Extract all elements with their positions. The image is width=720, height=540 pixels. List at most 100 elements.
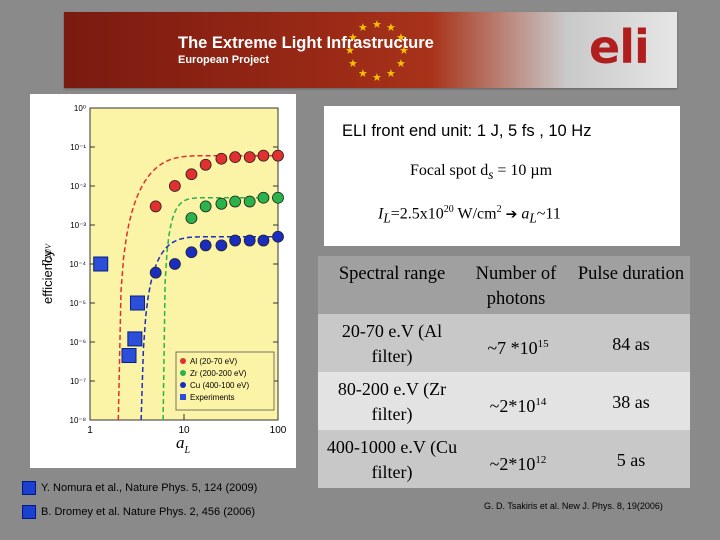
banner-subtitle: European Project <box>178 54 270 66</box>
focal-spot-label: Focal spot d <box>410 162 489 179</box>
data-point-series-1 <box>199 200 212 213</box>
data-point-series-1 <box>243 195 256 208</box>
table-row-2-duration: 38 as <box>612 392 650 412</box>
experiment-point <box>121 348 137 364</box>
data-point-series-0 <box>199 158 212 171</box>
y-tick-label: 10⁻⁸ <box>70 416 87 425</box>
data-point-series-0 <box>215 152 228 165</box>
legend-label: Al (20-70 eV) <box>190 357 237 366</box>
data-point-series-1 <box>229 195 242 208</box>
data-point-series-2 <box>257 234 270 247</box>
data-point-series-2 <box>149 266 162 279</box>
fit-curve-0 <box>117 154 278 421</box>
reference-nomura: Y. Nomura et al., Nature Phys. 5, 124 (2… <box>22 481 257 495</box>
intensity-exp: 20 <box>443 204 454 215</box>
y-tick-label: 10⁻¹ <box>70 143 86 152</box>
intensity-unit-exp: 2 <box>496 204 502 215</box>
table-header-duration: Pulse duration <box>577 264 685 284</box>
svg-text:★: ★ <box>396 31 406 44</box>
table-header-bg <box>318 256 690 314</box>
data-point-series-1 <box>272 191 284 204</box>
data-point-series-0 <box>229 151 242 164</box>
y-tick-label: 10⁻² <box>70 182 86 191</box>
banner-title-part3: Infrastructure <box>321 34 434 52</box>
intensity-sub: L <box>383 210 391 226</box>
svg-text:★: ★ <box>372 18 382 31</box>
data-point-series-0 <box>243 151 256 164</box>
intensity-text: IL=2.5x1020 W/cm2 ➔ aL~11 <box>378 204 561 227</box>
svg-text:★: ★ <box>348 57 358 70</box>
pulse-table: Spectral range Number of photons Pulse d… <box>318 256 690 488</box>
focal-spot-value: = 10 µm <box>493 162 553 179</box>
svg-text:★: ★ <box>358 67 368 80</box>
reference-tsakiris: G. D. Tsakiris et al. New J. Phys. 8, 19… <box>484 501 663 511</box>
x-tick-label: 10 <box>178 425 190 436</box>
blue-square-icon <box>22 481 36 495</box>
focal-spot-text: Focal spot ds = 10 µm <box>410 162 552 183</box>
y-tick-label: 10⁻⁵ <box>70 299 86 308</box>
table-row-bg-2 <box>318 372 690 430</box>
experiment-point <box>129 295 145 311</box>
reference-nomura-text: Y. Nomura et al., Nature Phys. 5, 124 (2… <box>41 482 258 494</box>
legend-box <box>175 351 275 411</box>
svg-text:★: ★ <box>399 44 409 57</box>
table-header-range: Spectral range <box>338 264 446 284</box>
data-point-series-1 <box>257 191 270 204</box>
data-point-series-1 <box>185 212 198 225</box>
svg-text:★: ★ <box>358 21 368 34</box>
legend-marker <box>180 394 186 400</box>
blue-square-icon <box>22 505 36 519</box>
focal-spot-sub: s <box>488 167 494 183</box>
banner-title: The Extreme Light Infrastructure <box>178 34 434 53</box>
data-point-series-0 <box>257 149 270 162</box>
x-tick-label: 1 <box>87 425 93 436</box>
eu-stars-icon: ★ ★ ★ ★ ★ ★ ★ ★ ★ ★ ★ ★ <box>345 18 409 84</box>
legend-marker <box>180 358 186 364</box>
data-point-series-2 <box>215 239 228 252</box>
svg-text:★: ★ <box>372 71 382 84</box>
eli-banner: ★ ★ ★ ★ ★ ★ ★ ★ ★ ★ ★ ★ The Extreme Ligh… <box>64 12 677 88</box>
data-point-series-0 <box>149 200 162 213</box>
table-row-3-photons: ~2*1012 <box>489 454 547 474</box>
table-row-1-duration: 84 as <box>612 334 650 354</box>
fit-curve-2 <box>140 235 278 421</box>
data-point-series-0 <box>168 180 181 192</box>
y-tick-label: 10⁻³ <box>70 221 86 230</box>
table-row-1-photons: ~7 *1015 <box>487 338 549 358</box>
data-point-series-2 <box>272 230 284 243</box>
al-label: a <box>521 205 530 223</box>
data-point-series-2 <box>168 258 181 270</box>
table-header-photons: Number of photons <box>475 264 557 309</box>
data-point-series-2 <box>243 234 256 247</box>
legend-marker <box>180 370 186 376</box>
svg-text:★: ★ <box>386 67 396 80</box>
al-sub: L <box>529 210 537 226</box>
y-tick-label: 10⁰ <box>74 104 86 113</box>
y-tick-label: 10⁻⁷ <box>70 377 86 386</box>
y-axis-label: efficiency <box>40 250 55 304</box>
intensity-prefix: I <box>378 205 384 223</box>
arrow-icon: ➔ <box>505 206 518 223</box>
data-point-series-2 <box>199 239 212 252</box>
table-row-2-photons: ~2*1014 <box>489 396 547 416</box>
banner-title-part1: The Extreme <box>178 34 282 52</box>
reference-dromey: B. Dromey et al. Nature Phys. 2, 456 (20… <box>22 505 255 519</box>
svg-text:★: ★ <box>345 44 355 57</box>
front-end-unit-text: ELI front end unit: 1 J, 5 fs , 10 Hz <box>342 122 592 140</box>
data-point-series-2 <box>185 246 198 259</box>
table-row-bg-3 <box>318 430 690 488</box>
eli-logo-text: eli <box>589 20 650 74</box>
experiment-point <box>127 331 143 347</box>
data-point-series-0 <box>272 149 284 162</box>
y-tick-label: 10⁻⁶ <box>70 338 86 347</box>
legend-label: Experiments <box>190 393 234 402</box>
banner-title-part2: Light <box>281 34 322 52</box>
al-value: ~11 <box>536 205 561 223</box>
data-point-series-0 <box>185 168 198 181</box>
efficiency-chart: 10⁰ 10⁻¹ 10⁻² 10⁻³ 10⁻⁴ 10⁻⁵ 10⁻⁶ 10⁻⁷ 10⁻⁸ 1 10 1… <box>36 104 287 456</box>
eli-logo: eli <box>589 20 650 74</box>
info-box <box>324 106 680 246</box>
y-axis-symbol: ηXUV <box>36 243 53 266</box>
efficiency-plot: 10⁰ 10⁻¹ 10⁻² 10⁻³ 10⁻⁴ 10⁻⁵ 10⁻⁶ 10⁻⁷ 10⁻⁸ 1 10 1… <box>30 94 296 468</box>
legend-marker <box>180 382 186 388</box>
